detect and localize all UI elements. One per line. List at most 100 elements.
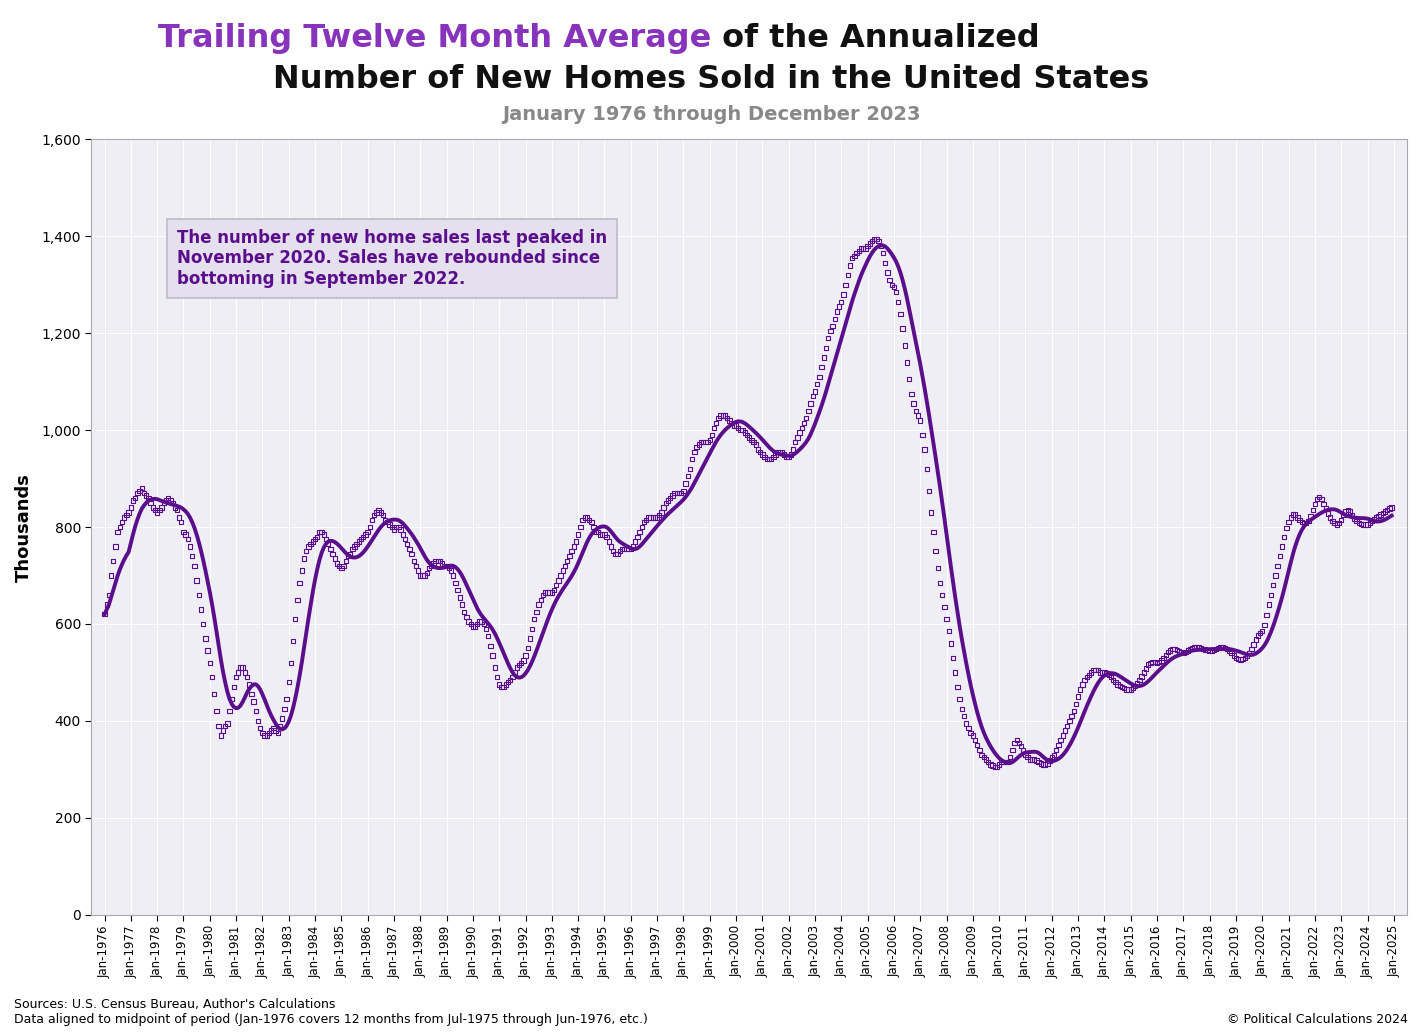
Point: [181, 548, 203, 565]
Point: [993, 754, 1015, 770]
Point: [516, 640, 539, 657]
Point: [839, 257, 862, 274]
Point: [1233, 649, 1256, 666]
Point: [536, 584, 559, 601]
Point: [630, 519, 653, 536]
Point: [1045, 741, 1068, 758]
Point: [135, 487, 158, 504]
Point: [593, 526, 616, 543]
Point: [840, 250, 863, 267]
Point: [459, 615, 482, 632]
Point: [1200, 642, 1223, 659]
Point: [828, 299, 850, 315]
Point: [137, 490, 159, 507]
Text: Trailing Twelve Month Average: Trailing Twelve Month Average: [158, 23, 711, 54]
Point: [1095, 665, 1118, 681]
Point: [1256, 607, 1278, 624]
Point: [823, 310, 846, 327]
Point: [616, 541, 638, 557]
Point: [381, 519, 404, 536]
Point: [442, 568, 465, 584]
Point: [633, 514, 656, 530]
Point: [334, 553, 357, 570]
Point: [400, 546, 422, 562]
Point: [1332, 507, 1355, 523]
Point: [670, 485, 693, 501]
Point: [1266, 557, 1288, 574]
Point: [508, 657, 530, 673]
Point: [1128, 671, 1150, 688]
Point: [678, 460, 701, 477]
Point: [297, 538, 320, 554]
Point: [512, 652, 535, 669]
Point: [391, 526, 414, 543]
Point: [117, 505, 139, 521]
Point: [252, 725, 274, 741]
Point: [873, 254, 896, 271]
Point: [277, 674, 300, 691]
Point: [1240, 641, 1263, 658]
Point: [371, 507, 394, 523]
Point: [843, 247, 866, 264]
Point: [1243, 636, 1266, 652]
Point: [1115, 681, 1138, 698]
Point: [1042, 747, 1065, 763]
Y-axis label: Thousands: Thousands: [16, 473, 33, 581]
Point: [1224, 649, 1247, 666]
Point: [677, 468, 700, 485]
Point: [600, 538, 623, 554]
Point: [270, 710, 293, 727]
Point: [1049, 732, 1072, 749]
Point: [488, 676, 510, 693]
Point: [848, 243, 870, 260]
Point: [1098, 667, 1121, 683]
Point: [269, 718, 292, 734]
Point: [668, 485, 691, 501]
Point: [759, 451, 782, 467]
Point: [711, 407, 734, 424]
Point: [567, 526, 590, 543]
Point: [367, 501, 390, 518]
Point: [1074, 671, 1096, 688]
Point: [775, 449, 798, 465]
Point: [464, 618, 486, 635]
Point: [199, 655, 222, 671]
Point: [710, 407, 732, 424]
Point: [1227, 650, 1250, 667]
Point: [1374, 504, 1396, 520]
Point: [1099, 669, 1122, 686]
Point: [836, 267, 859, 283]
Point: [565, 534, 587, 550]
Point: [742, 434, 765, 451]
Point: [560, 543, 583, 559]
Point: [100, 568, 122, 584]
Point: [1300, 508, 1322, 524]
Point: [718, 413, 741, 429]
Point: [1257, 597, 1280, 613]
Point: [755, 451, 778, 467]
Point: [383, 521, 405, 538]
Point: [907, 407, 930, 424]
Point: [333, 557, 356, 574]
Point: [1237, 645, 1260, 662]
Point: [950, 700, 973, 717]
Point: [1376, 501, 1399, 518]
Point: [849, 240, 872, 256]
Point: [451, 597, 474, 613]
Point: [466, 615, 489, 632]
Point: [1192, 641, 1214, 658]
Point: [549, 568, 572, 584]
Point: [569, 519, 592, 536]
Point: [428, 553, 451, 570]
Point: [799, 395, 822, 412]
Point: [1094, 664, 1116, 680]
Point: [1354, 516, 1376, 533]
Point: [1203, 642, 1226, 659]
Point: [495, 676, 518, 693]
Point: [788, 424, 811, 440]
Point: [346, 536, 368, 552]
Point: [122, 492, 145, 509]
Point: [1317, 506, 1340, 522]
Point: [964, 732, 987, 749]
Point: [1293, 515, 1315, 531]
